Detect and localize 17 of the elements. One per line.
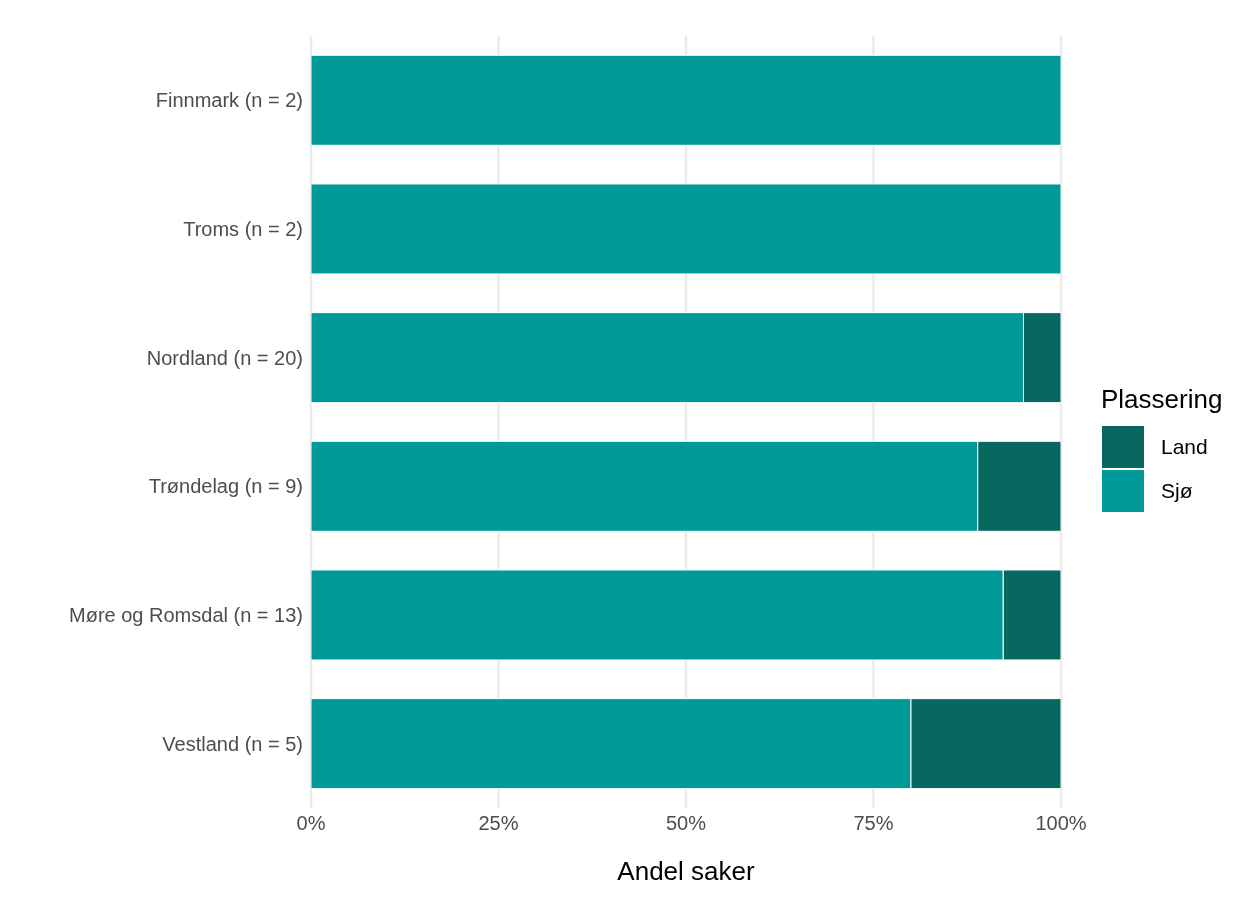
y-tick-label: Møre og Romsdal (n = 13)	[69, 604, 303, 627]
legend-title: Plassering	[1101, 383, 1223, 415]
x-tick-label: 25%	[478, 812, 519, 835]
bar	[311, 54, 1061, 146]
y-tick-label: Trøndelag (n = 9)	[148, 475, 303, 498]
y-tick-label: Nordland (n = 20)	[146, 346, 303, 369]
y-tick-label: Finnmark (n = 2)	[155, 89, 303, 112]
y-tick-label: Troms (n = 2)	[183, 218, 303, 241]
x-tick-label: 50%	[665, 812, 707, 835]
legend-label: Sjø	[1161, 478, 1193, 503]
y-tick-label: Vestland (n = 5)	[162, 732, 303, 755]
x-tick-label: 0%	[296, 812, 326, 835]
x-axis-title: Andel saker	[617, 856, 755, 886]
x-tick-label: 100%	[1035, 812, 1087, 835]
bar	[311, 183, 1061, 275]
legend-label: Land	[1161, 434, 1208, 459]
x-tick-label: 75%	[853, 812, 894, 835]
